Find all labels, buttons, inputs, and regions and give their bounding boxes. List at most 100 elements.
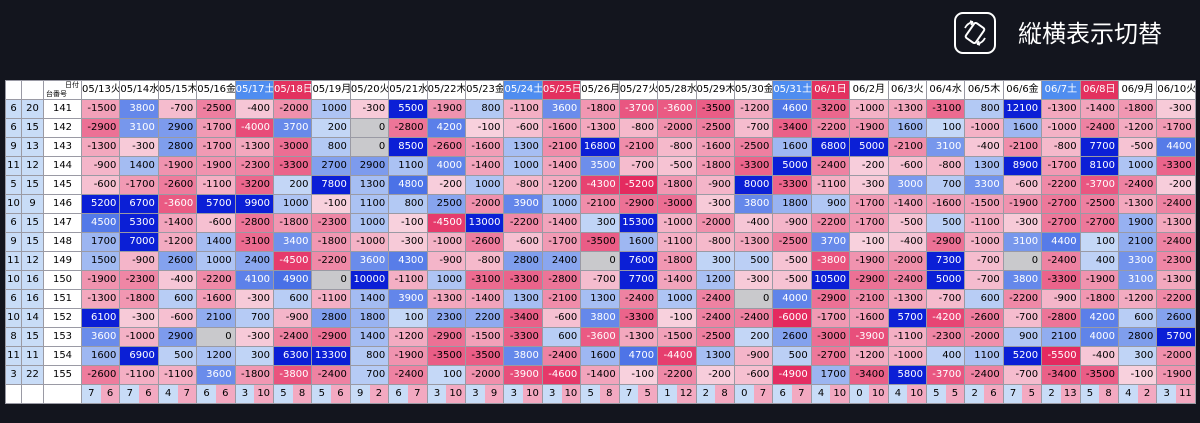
value-cell: -700 (964, 270, 1004, 290)
value-cell: -200 (695, 365, 735, 385)
value-cell: -800 (618, 118, 659, 138)
summary-minus-count: 13 (1060, 385, 1080, 403)
value-cell: -1800 (119, 289, 159, 309)
value-cell: -2400 (311, 365, 351, 385)
value-cell: -1400 (887, 194, 927, 214)
value-cell: -2200 (196, 270, 236, 290)
value-cell: 1500 (80, 251, 121, 271)
win-count-cell: 6 (5, 99, 22, 119)
win-count-cell: 8 (5, 327, 22, 347)
value-cell: -3000 (273, 137, 313, 157)
value-cell: -2100 (541, 289, 582, 309)
value-cell: -1200 (1117, 289, 1158, 309)
value-cell: -3700 (1079, 175, 1119, 195)
value-cell: 900 (1002, 327, 1043, 347)
value-cell: 6100 (80, 308, 121, 328)
value-cell: -1300 (733, 232, 774, 252)
value-cell: 9900 (234, 194, 275, 214)
value-cell: -2900 (426, 327, 467, 347)
value-cell: -4000 (234, 118, 275, 138)
value-cell: -1000 (964, 232, 1004, 252)
value-cell: -400 (733, 213, 774, 233)
summary-cell: 3 10 (503, 384, 543, 404)
orientation-toggle-label[interactable]: 縦横表示切替 (1018, 20, 1162, 48)
value-cell: 200 (733, 327, 774, 347)
value-cell: -3900 (503, 365, 543, 385)
value-cell: 300 (580, 213, 620, 233)
date-header: 06/8日 (1079, 80, 1119, 100)
value-cell: 10000 (349, 270, 390, 290)
value-cell: 7300 (925, 251, 966, 271)
value-cell: -3000 (810, 327, 851, 347)
value-cell: -6000 (772, 308, 812, 328)
table-row: 8 15 153 3600 -1000 2900 0 -300 -2400 -2900 1400 -1… (5, 327, 1196, 347)
value-cell: -3700 (925, 365, 966, 385)
value-cell: 1300 (964, 156, 1004, 176)
value-cell: 5800 (887, 365, 927, 385)
value-cell: 3700 (273, 118, 313, 138)
summary-plus-count: 3 (1157, 385, 1177, 403)
value-cell: 4400 (1156, 137, 1196, 157)
value-cell: -4900 (772, 365, 812, 385)
value-cell: 300 (1117, 346, 1158, 366)
value-cell: 1000 (541, 194, 582, 214)
value-cell: -3500 (580, 232, 620, 252)
value-cell: -1700 (849, 194, 889, 214)
value-cell: -3100 (925, 99, 966, 119)
value-cell: -1900 (426, 99, 467, 119)
value-cell: -1600 (196, 289, 236, 309)
value-cell: 5200 (80, 194, 121, 214)
value-cell: -2500 (772, 232, 812, 252)
value-cell: -1100 (196, 175, 236, 195)
value-cell: 13000 (465, 213, 505, 233)
value-cell: 3300 (964, 175, 1004, 195)
value-cell: -2500 (196, 99, 236, 119)
value-cell: -2600 (465, 232, 505, 252)
value-cell: -2800 (234, 213, 275, 233)
value-cell: -100 (618, 365, 659, 385)
table-row: 11 12 144 -900 1400 -1900 -1900 -2300 -3300 2700 2… (5, 156, 1196, 176)
value-cell: -2400 (618, 289, 659, 309)
value-cell: 1000 (657, 289, 697, 309)
value-cell: -300 (119, 308, 159, 328)
value-cell: -3600 (580, 327, 620, 347)
value-cell: -3300 (618, 308, 659, 328)
value-cell: -800 (657, 137, 697, 157)
value-cell: -2200 (503, 213, 543, 233)
summary-cell: 2 13 (1041, 384, 1081, 404)
value-cell: 3800 (119, 99, 159, 119)
summary-minus-count: 7 (177, 385, 196, 403)
value-cell: -300 (119, 137, 159, 157)
value-cell: 5500 (388, 99, 428, 119)
value-cell: 0 (349, 137, 390, 157)
orientation-toggle-button[interactable] (954, 12, 996, 54)
value-cell: 15300 (618, 213, 659, 233)
value-cell: 2300 (426, 308, 467, 328)
value-cell: -2000 (465, 365, 505, 385)
value-cell: 100 (1079, 232, 1119, 252)
value-cell: 3900 (388, 289, 428, 309)
value-cell: 1700 (80, 232, 121, 252)
summary-minus-count: 12 (676, 385, 695, 403)
summary-plus-count: 3 (504, 385, 524, 403)
value-cell: -2100 (618, 137, 659, 157)
value-cell: -200 (1156, 175, 1196, 195)
table-row: 9 13 143 -1300 -300 2800 -1700 -1300 -3000 800 0 85… (5, 137, 1196, 157)
summary-cell: 0 10 (849, 384, 889, 404)
value-cell: -1200 (541, 175, 582, 195)
table-row: 6 20 141 -1500 3800 -700 -2500 -400 -2000 1000 -30… (5, 99, 1196, 119)
value-cell: -1300 (426, 289, 467, 309)
value-cell: 2600 (772, 327, 812, 347)
value-cell: 7000 (119, 232, 159, 252)
loss-count-cell: 15 (21, 327, 44, 347)
value-cell: 1600 (887, 118, 927, 138)
value-cell: -200 (849, 156, 889, 176)
loss-count-cell: 14 (21, 308, 44, 328)
value-cell: -1800 (580, 99, 620, 119)
value-cell: -3600 (657, 99, 697, 119)
date-header: 05/22木 (426, 80, 467, 100)
value-cell: 800 (349, 346, 390, 366)
value-cell: 2400 (234, 251, 275, 271)
